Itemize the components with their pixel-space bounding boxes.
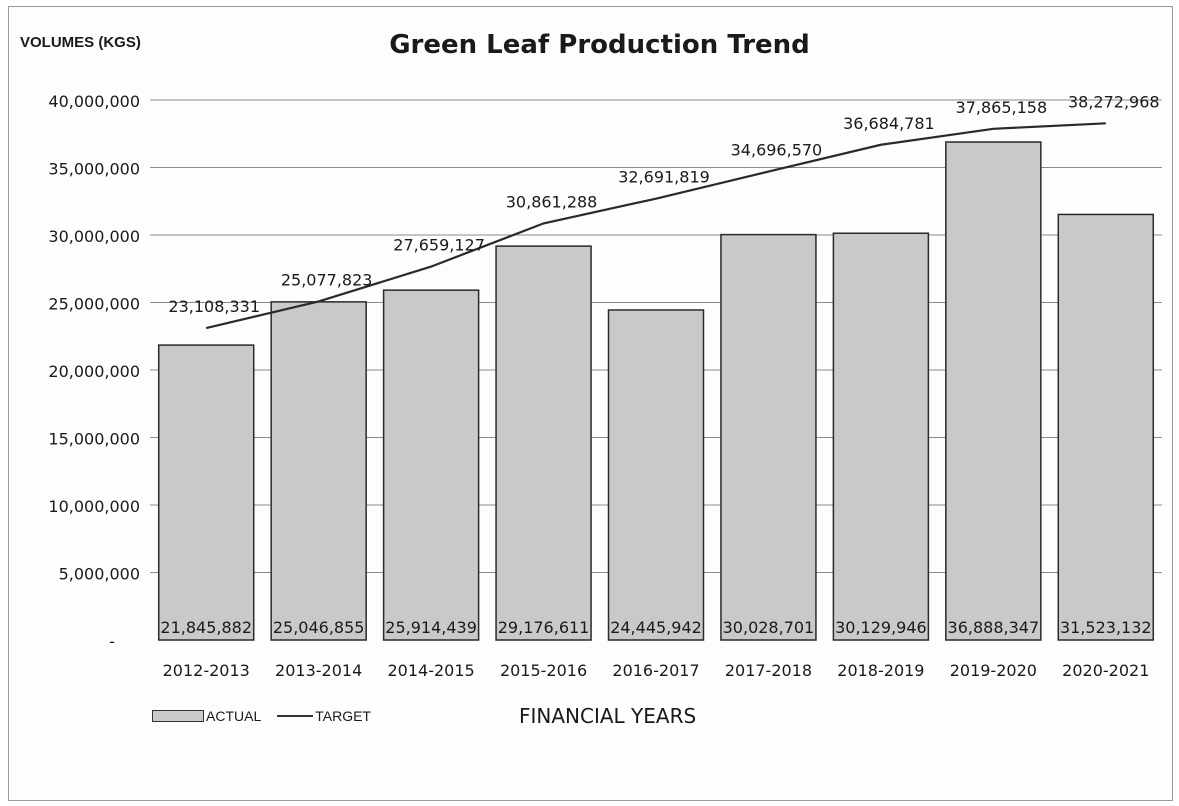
x-tick-label: 2013-2014 bbox=[275, 661, 362, 680]
chart-title: Green Leaf Production Trend bbox=[389, 30, 810, 60]
bar bbox=[945, 141, 1042, 641]
y-tick-label: - bbox=[109, 632, 115, 651]
y-tick-label: 10,000,000 bbox=[48, 497, 140, 516]
y-tick-label: 40,000,000 bbox=[48, 92, 140, 111]
bar-data-label: 21,845,882 bbox=[160, 618, 252, 637]
x-tick-label: 2018-2019 bbox=[837, 661, 924, 680]
target-data-label: 23,108,331 bbox=[168, 297, 260, 316]
legend-actual-label: ACTUAL bbox=[206, 708, 262, 724]
x-tick-label: 2012-2013 bbox=[163, 661, 250, 680]
target-data-labels: 23,108,331 25,077,823 27,659,127 30,861,288… bbox=[168, 92, 1159, 316]
y-axis-label: VOLUMES (KGS) bbox=[20, 34, 141, 51]
bar bbox=[270, 301, 367, 641]
target-data-label: 37,865,158 bbox=[956, 98, 1048, 117]
y-tick-label: 35,000,000 bbox=[48, 160, 140, 179]
bar-data-label: 36,888,347 bbox=[948, 618, 1040, 637]
y-tick-label: 25,000,000 bbox=[48, 295, 140, 314]
legend-target-line bbox=[277, 715, 314, 717]
x-tick-label: 2019-2020 bbox=[950, 661, 1037, 680]
bar-data-label: 29,176,611 bbox=[498, 618, 590, 637]
bar bbox=[157, 344, 255, 641]
bar-data-label: 25,046,855 bbox=[273, 618, 365, 637]
y-tick-label: 30,000,000 bbox=[48, 227, 140, 246]
target-data-label: 30,861,288 bbox=[506, 192, 598, 211]
y-tick-label: 20,000,000 bbox=[48, 362, 140, 381]
x-tick-labels: 2012-2013 2013-2014 2014-2015 2015-2016 2016… bbox=[163, 661, 1150, 680]
target-series-line bbox=[205, 122, 1106, 330]
bar-data-label: 25,914,439 bbox=[385, 618, 477, 637]
legend-target-label: TARGET bbox=[315, 708, 371, 724]
legend: ACTUAL TARGET bbox=[152, 708, 371, 724]
bar bbox=[832, 232, 930, 641]
bars bbox=[157, 141, 1155, 641]
legend-actual-swatch bbox=[152, 710, 204, 722]
bar-data-label: 31,523,132 bbox=[1060, 618, 1152, 637]
target-data-label: 32,691,819 bbox=[618, 168, 710, 187]
bar-data-label: 30,129,946 bbox=[835, 618, 927, 637]
bar bbox=[720, 233, 817, 641]
x-tick-label: 2014-2015 bbox=[388, 661, 475, 680]
bar-data-labels: 21,845,882 25,046,855 25,914,439 29,176,611… bbox=[160, 618, 1151, 637]
x-tick-label: 2016-2017 bbox=[612, 661, 699, 680]
target-data-label: 27,659,127 bbox=[393, 236, 485, 255]
chart-title-container: Green Leaf Production Trend bbox=[0, 30, 1179, 60]
bar bbox=[382, 289, 480, 641]
y-tick-label: 15,000,000 bbox=[48, 430, 140, 449]
bar bbox=[607, 309, 705, 641]
x-tick-label: 2015-2016 bbox=[500, 661, 587, 680]
target-data-label: 36,684,781 bbox=[843, 114, 935, 133]
y-tick-label: 5,000,000 bbox=[59, 565, 140, 584]
x-tick-label: 2017-2018 bbox=[725, 661, 812, 680]
bar-data-label: 24,445,942 bbox=[610, 618, 702, 637]
target-data-label: 25,077,823 bbox=[281, 270, 373, 289]
bar-data-label: 30,028,701 bbox=[723, 618, 815, 637]
x-axis-label: FINANCIAL YEARS bbox=[519, 704, 697, 728]
bar bbox=[1057, 213, 1155, 641]
y-tick-labels: - 5,000,000 10,000,000 15,000,000 20,000,000… bbox=[48, 92, 140, 651]
bar bbox=[495, 245, 592, 641]
x-tick-label: 2020-2021 bbox=[1062, 661, 1149, 680]
target-data-label: 38,272,968 bbox=[1068, 92, 1160, 111]
target-data-label: 34,696,570 bbox=[731, 141, 823, 160]
target-line bbox=[205, 122, 1106, 330]
